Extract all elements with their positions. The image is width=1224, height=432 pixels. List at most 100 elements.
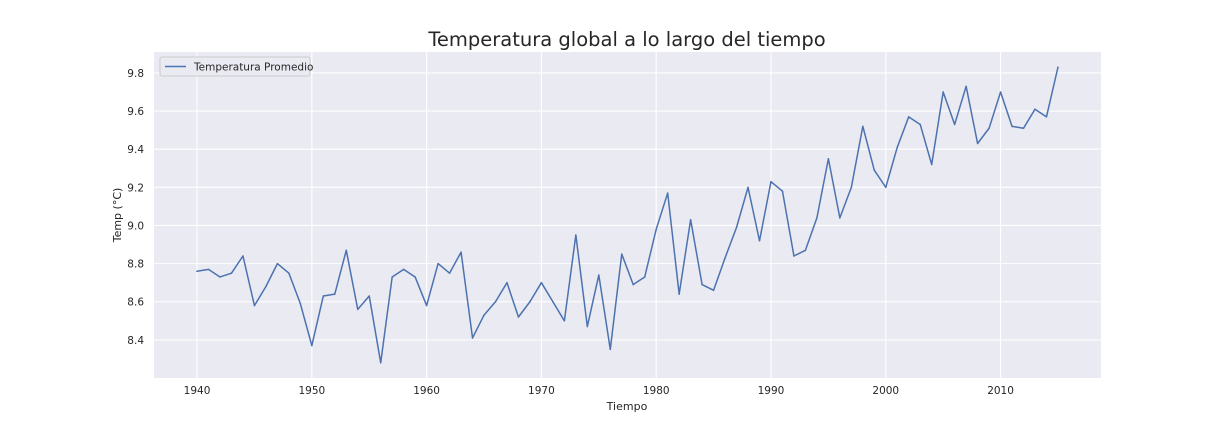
data-point <box>506 281 508 284</box>
data-point <box>391 276 393 278</box>
data-point <box>862 125 864 128</box>
y-tick-label: 9.0 <box>127 220 144 232</box>
data-point <box>621 253 623 255</box>
data-point <box>517 316 520 318</box>
data-point <box>540 281 543 284</box>
data-point <box>655 228 657 231</box>
data-point <box>230 272 233 274</box>
data-point <box>919 123 921 126</box>
y-tick-label: 8.8 <box>127 259 144 271</box>
data-point <box>253 304 256 307</box>
data-point <box>701 283 703 286</box>
legend-box <box>159 56 311 77</box>
data-point <box>873 169 876 171</box>
data-point <box>850 186 853 189</box>
data-point <box>345 249 348 252</box>
data-point <box>460 251 462 253</box>
data-point <box>207 268 210 271</box>
y-tick-label: 9.6 <box>127 106 144 118</box>
data-point <box>1034 108 1036 110</box>
data-point <box>563 320 566 322</box>
data-point <box>770 180 772 183</box>
data-point <box>368 295 370 297</box>
data-point <box>357 308 359 311</box>
series-line <box>196 66 1059 364</box>
data-point <box>907 116 910 118</box>
data-point <box>643 276 646 278</box>
data-point <box>839 217 841 219</box>
data-point <box>425 304 428 307</box>
data-point <box>632 283 634 286</box>
data-point <box>953 123 956 126</box>
x-tick-label: 1960 <box>413 385 440 397</box>
chart-title: Temperatura global a lo largo del tiempo <box>427 28 825 51</box>
y-tick-label: 8.6 <box>127 297 144 309</box>
x-tick-label: 1950 <box>298 385 325 397</box>
data-point <box>965 85 967 88</box>
x-tick-label: 1990 <box>758 385 785 397</box>
data-point <box>609 348 612 351</box>
data-point <box>999 91 1002 93</box>
data-point <box>804 249 807 252</box>
data-point <box>816 217 818 219</box>
data-point <box>414 276 416 278</box>
data-point <box>575 234 577 236</box>
legend: Temperatura Promedio <box>159 56 313 77</box>
data-point <box>793 255 795 257</box>
y-tick-labels: 8.4 8.6 8.8 9.0 9.2 9.4 9.6 9.8 <box>127 68 144 347</box>
data-point <box>529 300 531 303</box>
data-point <box>299 302 302 305</box>
data-point <box>689 219 692 221</box>
data-point <box>781 190 784 192</box>
data-point <box>827 158 830 160</box>
x-tick-label: 1980 <box>643 385 670 397</box>
data-point <box>758 239 761 242</box>
y-tick-label: 9.8 <box>127 68 144 80</box>
data-point <box>598 274 600 276</box>
data-point <box>276 262 279 265</box>
data-point <box>735 226 738 229</box>
data-point <box>196 270 198 272</box>
data-point <box>976 142 979 145</box>
x-axis-label: Tiempo <box>606 400 648 413</box>
x-tick-label: 1970 <box>528 385 555 397</box>
data-point <box>678 293 680 295</box>
data-point <box>552 300 554 303</box>
data-point <box>1045 116 1048 118</box>
data-point <box>334 293 336 295</box>
data-point <box>586 325 589 328</box>
series-layer <box>196 66 1059 364</box>
data-point <box>402 268 405 271</box>
x-tick-label: 1940 <box>184 385 211 397</box>
y-axis-label: Temp (°C) <box>111 188 124 244</box>
data-point <box>311 344 313 347</box>
data-point <box>448 272 451 274</box>
data-point <box>896 146 898 149</box>
grid-lines <box>154 52 1101 378</box>
data-point <box>712 289 715 292</box>
data-point <box>483 314 485 316</box>
data-point <box>437 262 439 265</box>
data-point <box>942 91 944 93</box>
data-point <box>747 186 749 189</box>
data-point <box>242 255 244 257</box>
data-point <box>930 163 933 166</box>
data-point <box>666 192 669 194</box>
data-point <box>1011 125 1013 128</box>
data-point <box>885 186 887 189</box>
data-point <box>494 300 497 303</box>
data-point <box>322 295 325 297</box>
legend-label: Temperatura Promedio <box>193 62 313 74</box>
data-point <box>471 337 474 339</box>
data-point <box>988 127 990 130</box>
y-tick-label: 8.4 <box>127 335 144 347</box>
y-tick-label: 9.4 <box>127 144 144 156</box>
data-point <box>1022 127 1025 130</box>
data-point <box>288 272 290 274</box>
x-tick-labels: 1940 1950 1960 1970 1980 1990 2000 2010 <box>184 385 1014 397</box>
data-point <box>379 362 382 364</box>
y-tick-label: 9.2 <box>127 182 144 194</box>
x-tick-label: 2000 <box>872 385 899 397</box>
plot-area <box>154 52 1101 378</box>
